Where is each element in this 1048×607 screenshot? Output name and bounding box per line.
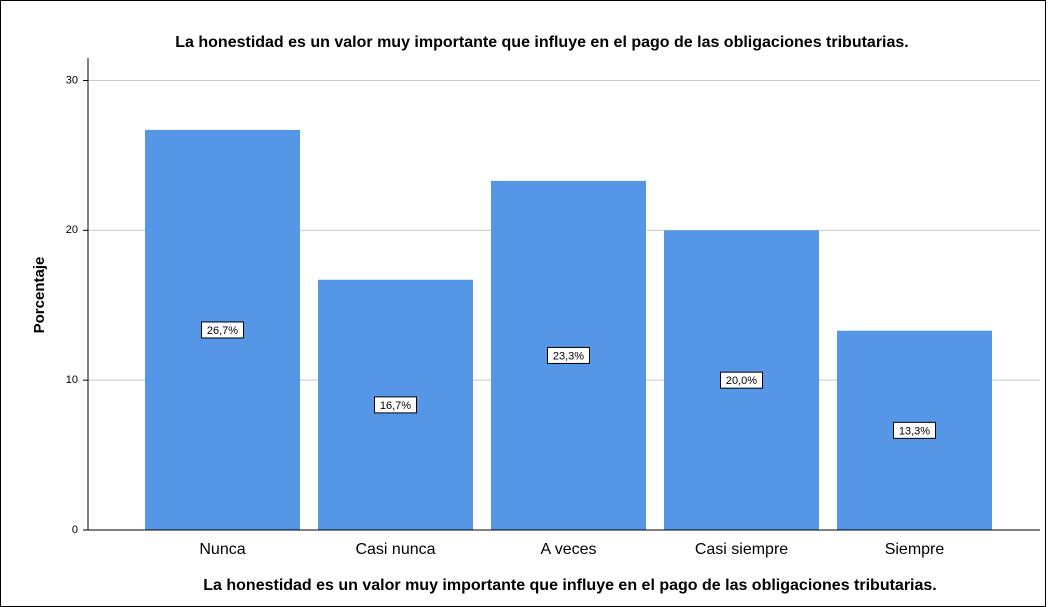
- chart-title: La honestidad es un valor muy importante…: [175, 34, 908, 51]
- value-label: 13,3%: [899, 425, 930, 437]
- x-tick-label: A veces: [540, 541, 596, 558]
- value-label: 23,3%: [553, 350, 584, 362]
- x-tick-label: Casi nunca: [355, 541, 435, 558]
- y-tick-label: 10: [66, 374, 78, 386]
- x-axis-label: La honestidad es un valor muy importante…: [203, 577, 936, 594]
- value-label: 20,0%: [726, 375, 757, 387]
- x-tick-label: Nunca: [199, 541, 245, 558]
- y-tick-label: 0: [72, 524, 78, 536]
- x-tick-label: Casi siempre: [695, 541, 788, 558]
- value-label: 26,7%: [207, 325, 238, 337]
- value-label-box: [893, 421, 936, 439]
- value-label-box: [720, 371, 763, 389]
- value-label: 16,7%: [380, 400, 411, 412]
- y-tick-label: 30: [66, 74, 78, 86]
- x-tick-label: Siempre: [885, 541, 945, 558]
- value-label-box: [201, 321, 244, 339]
- value-label-box: [547, 346, 590, 364]
- y-tick-label: 20: [66, 224, 78, 236]
- value-label-box: [374, 396, 417, 414]
- y-axis-label: Porcentaje: [31, 257, 48, 334]
